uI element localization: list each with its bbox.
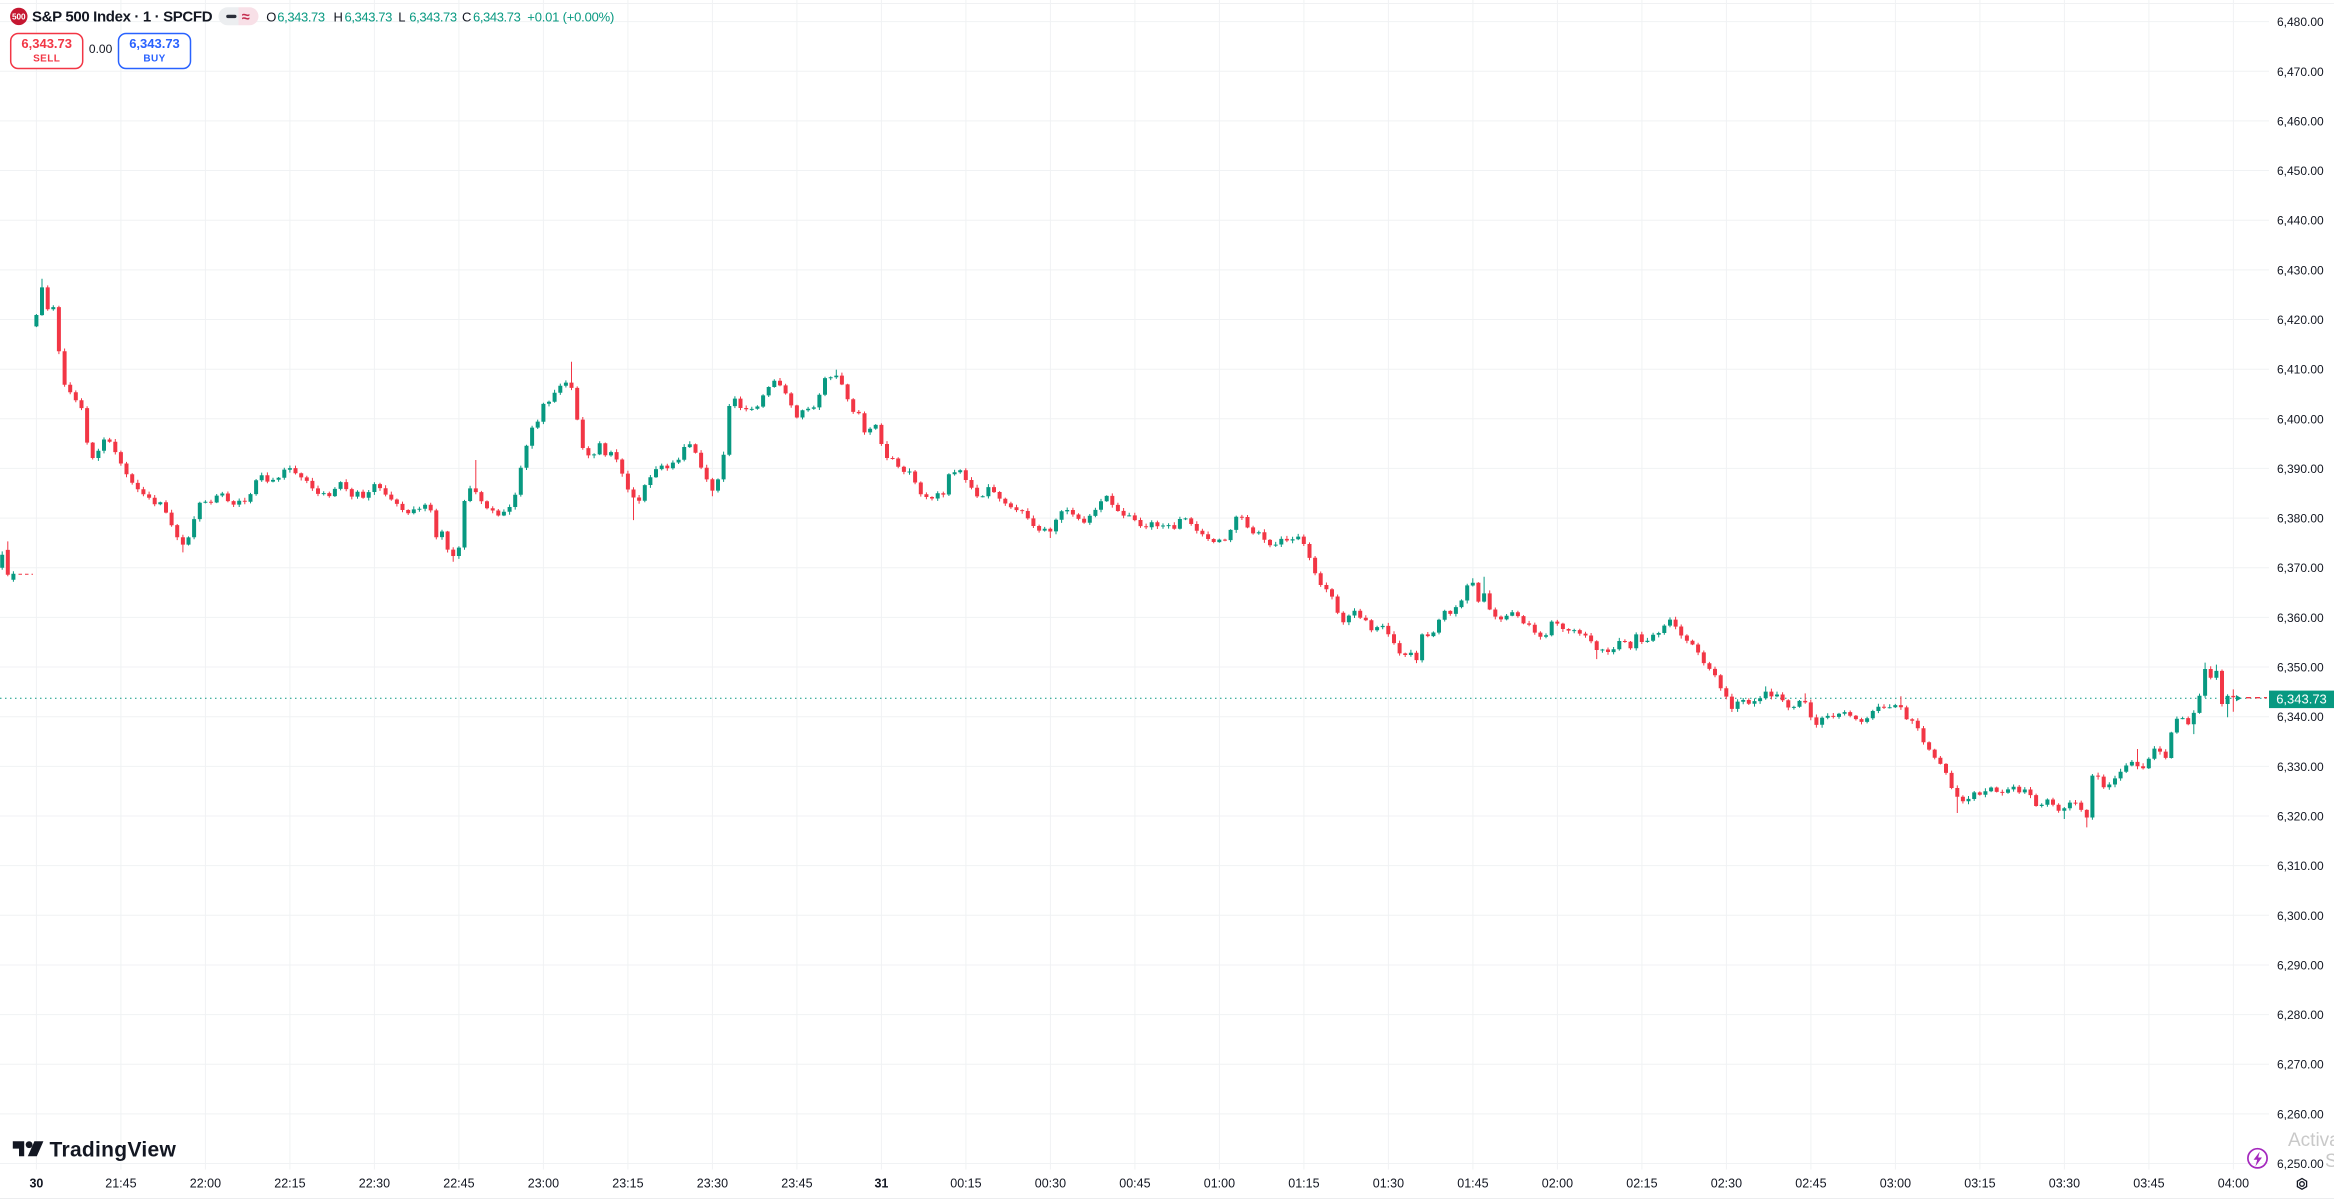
- svg-text:6,400.00: 6,400.00: [2277, 412, 2324, 426]
- svg-text:02:15: 02:15: [1626, 1177, 1657, 1191]
- svg-text:22:00: 22:00: [190, 1177, 221, 1191]
- svg-text:6,320.00: 6,320.00: [2277, 810, 2324, 824]
- svg-text:02:00: 02:00: [1542, 1177, 1573, 1191]
- svg-text:03:30: 03:30: [2049, 1177, 2080, 1191]
- svg-text:SELL: SELL: [33, 54, 60, 65]
- svg-text:00:30: 00:30: [1035, 1177, 1066, 1191]
- svg-text:6,343.73: 6,343.73: [277, 10, 325, 25]
- svg-text:BUY: BUY: [143, 54, 165, 65]
- svg-text:6,380.00: 6,380.00: [2277, 512, 2324, 526]
- svg-text:03:15: 03:15: [1964, 1177, 1995, 1191]
- svg-text:6,343.73: 6,343.73: [129, 36, 180, 51]
- svg-text:O: O: [266, 10, 276, 25]
- svg-text:23:30: 23:30: [697, 1177, 728, 1191]
- svg-text:6,290.00: 6,290.00: [2277, 959, 2324, 973]
- svg-text:Activa: Activa: [2288, 1130, 2334, 1151]
- svg-text:6,430.00: 6,430.00: [2277, 263, 2324, 277]
- svg-text:01:45: 01:45: [1457, 1177, 1488, 1191]
- svg-text:6,330.00: 6,330.00: [2277, 760, 2324, 774]
- svg-text:6,370.00: 6,370.00: [2277, 561, 2324, 575]
- svg-text:6,450.00: 6,450.00: [2277, 164, 2324, 178]
- svg-text:6,260.00: 6,260.00: [2277, 1107, 2324, 1121]
- svg-text:30: 30: [29, 1177, 43, 1191]
- svg-text:6,343.73: 6,343.73: [21, 36, 72, 51]
- svg-text:6,343.73: 6,343.73: [409, 10, 457, 25]
- svg-text:6,343.73: 6,343.73: [473, 10, 521, 25]
- svg-text:04:00: 04:00: [2218, 1177, 2249, 1191]
- svg-text:S: S: [2325, 1151, 2334, 1172]
- svg-text:6,420.00: 6,420.00: [2277, 313, 2324, 327]
- svg-text:21:45: 21:45: [105, 1177, 136, 1191]
- svg-text:22:30: 22:30: [359, 1177, 390, 1191]
- svg-text:6,360.00: 6,360.00: [2277, 611, 2324, 625]
- svg-text:6,410.00: 6,410.00: [2277, 363, 2324, 377]
- svg-text:22:15: 22:15: [274, 1177, 305, 1191]
- svg-text:6,250.00: 6,250.00: [2277, 1157, 2324, 1171]
- svg-text:H: H: [334, 10, 343, 25]
- svg-text:6,270.00: 6,270.00: [2277, 1058, 2324, 1072]
- svg-text:6,300.00: 6,300.00: [2277, 909, 2324, 923]
- svg-text:≈: ≈: [242, 9, 250, 25]
- svg-text:6,470.00: 6,470.00: [2277, 65, 2324, 79]
- svg-text:6,480.00: 6,480.00: [2277, 15, 2324, 29]
- svg-text:500: 500: [12, 12, 26, 21]
- svg-text:6,440.00: 6,440.00: [2277, 214, 2324, 228]
- svg-text:0.00: 0.00: [89, 42, 113, 56]
- svg-text:6,280.00: 6,280.00: [2277, 1008, 2324, 1022]
- svg-text:TradingView: TradingView: [50, 1139, 177, 1162]
- svg-text:+0.01 (+0.00%): +0.01 (+0.00%): [527, 10, 614, 25]
- svg-text:01:00: 01:00: [1204, 1177, 1235, 1191]
- svg-text:C: C: [462, 10, 471, 25]
- svg-text:23:00: 23:00: [528, 1177, 559, 1191]
- svg-text:31: 31: [874, 1177, 888, 1191]
- svg-text:22:45: 22:45: [443, 1177, 474, 1191]
- svg-text:01:15: 01:15: [1288, 1177, 1319, 1191]
- svg-text:6,340.00: 6,340.00: [2277, 710, 2324, 724]
- svg-text:23:15: 23:15: [612, 1177, 643, 1191]
- svg-text:L: L: [398, 10, 405, 25]
- svg-text:6,350.00: 6,350.00: [2277, 661, 2324, 675]
- svg-text:6,390.00: 6,390.00: [2277, 462, 2324, 476]
- svg-text:03:45: 03:45: [2133, 1177, 2164, 1191]
- svg-text:00:15: 00:15: [950, 1177, 981, 1191]
- svg-text:6,460.00: 6,460.00: [2277, 114, 2324, 128]
- svg-text:03:00: 03:00: [1880, 1177, 1911, 1191]
- svg-text:02:30: 02:30: [1711, 1177, 1742, 1191]
- svg-text:23:45: 23:45: [781, 1177, 812, 1191]
- svg-text:S&P 500 Index · 1 · SPCFD: S&P 500 Index · 1 · SPCFD: [32, 9, 213, 26]
- svg-text:00:45: 00:45: [1119, 1177, 1150, 1191]
- svg-text:6,343.73: 6,343.73: [345, 10, 393, 25]
- svg-text:6,343.73: 6,343.73: [2276, 691, 2327, 706]
- svg-text:01:30: 01:30: [1373, 1177, 1404, 1191]
- svg-text:02:45: 02:45: [1795, 1177, 1826, 1191]
- svg-text:6,310.00: 6,310.00: [2277, 859, 2324, 873]
